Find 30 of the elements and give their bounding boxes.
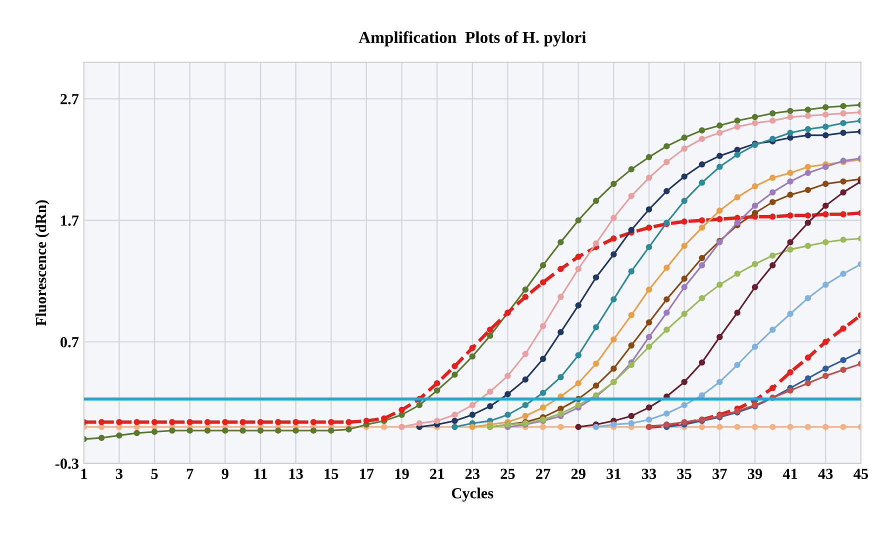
x-tick-label: 43 — [818, 468, 833, 480]
x-tick-label: 27 — [536, 468, 550, 479]
y-tick-label: -0.3 — [55, 458, 78, 469]
chart-title: Amplification Plots of H. pylori — [358, 31, 586, 46]
x-tick-label: 17 — [360, 468, 374, 479]
x-tick-label: 19 — [395, 468, 409, 480]
x-tick-label: 35 — [677, 468, 692, 480]
x-tick-label: 9 — [222, 468, 228, 480]
y-tick-label: 1.7 — [61, 216, 79, 226]
y-tick-label: 0.7 — [60, 337, 79, 348]
x-tick-label: 29 — [571, 468, 586, 480]
x-tick-label: 1 — [81, 468, 87, 479]
x-tick-label: 41 — [782, 468, 798, 479]
x-tick-label: 5 — [151, 468, 158, 480]
y-axis-title: Fluorescence (dRn) — [35, 200, 50, 326]
y-tick-label: 2.7 — [60, 94, 79, 104]
x-tick-label: 15 — [324, 468, 338, 480]
x-tick-label: 31 — [606, 468, 621, 480]
x-tick-label: 21 — [430, 468, 444, 479]
x-tick-label: 11 — [254, 468, 267, 479]
x-tick-label: 23 — [465, 468, 480, 480]
x-tick-label: 45 — [853, 468, 868, 480]
x-tick-label: 25 — [500, 468, 515, 480]
x-tick-label: 7 — [186, 468, 194, 479]
x-tick-label: 37 — [712, 468, 727, 480]
x-tick-label: 3 — [116, 468, 122, 480]
x-tick-label: 33 — [642, 468, 656, 480]
x-tick-label: 39 — [748, 468, 762, 480]
x-axis-title: Cycles — [452, 488, 494, 502]
x-tick-label: 13 — [289, 468, 303, 480]
